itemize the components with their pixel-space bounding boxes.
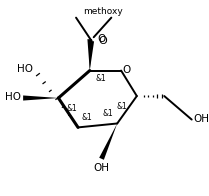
Text: &1: &1 xyxy=(82,113,93,122)
Text: O: O xyxy=(122,64,130,75)
Text: HO: HO xyxy=(5,92,21,102)
Text: O: O xyxy=(99,36,107,46)
Text: OH: OH xyxy=(94,163,110,173)
Text: O: O xyxy=(98,34,106,44)
Text: &1: &1 xyxy=(66,104,77,113)
Polygon shape xyxy=(87,39,92,71)
Polygon shape xyxy=(89,41,94,71)
Polygon shape xyxy=(23,95,58,101)
Polygon shape xyxy=(99,123,117,160)
Text: OH: OH xyxy=(194,113,209,124)
Text: &1: &1 xyxy=(96,74,106,83)
Text: &1: &1 xyxy=(116,102,127,111)
Text: &1: &1 xyxy=(103,109,113,118)
Text: methoxy: methoxy xyxy=(84,7,123,16)
Text: HO: HO xyxy=(17,64,33,74)
